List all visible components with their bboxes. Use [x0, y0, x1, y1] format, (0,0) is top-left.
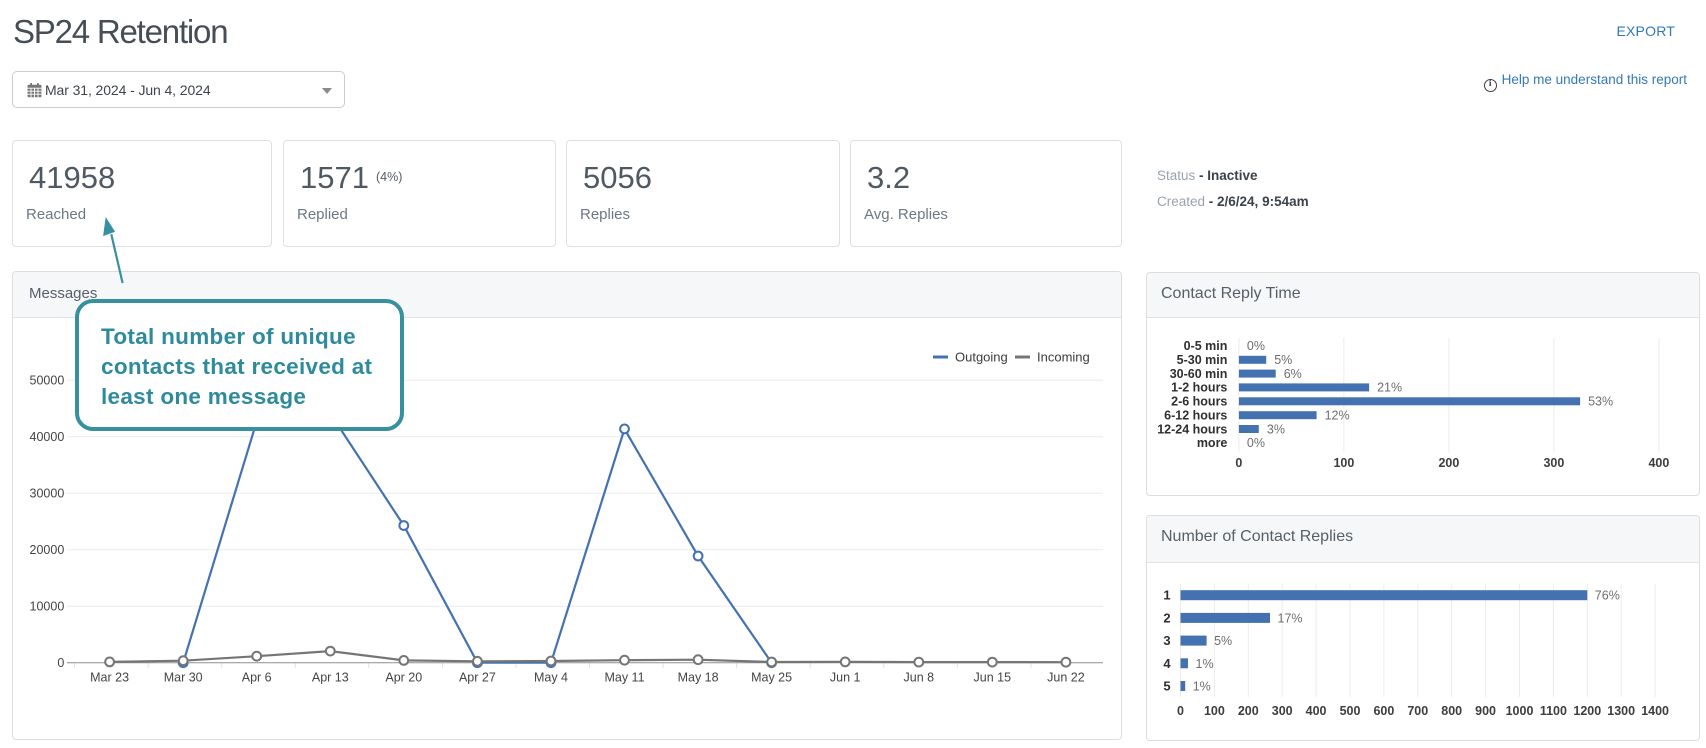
svg-text:21%: 21%: [1377, 381, 1402, 395]
svg-text:200: 200: [1438, 456, 1459, 470]
svg-text:May 4: May 4: [534, 671, 568, 685]
svg-text:May 18: May 18: [678, 671, 719, 685]
svg-text:Apr 13: Apr 13: [312, 671, 349, 685]
svg-text:76%: 76%: [1595, 589, 1620, 603]
svg-text:Outgoing: Outgoing: [955, 350, 1008, 365]
svg-text:700: 700: [1407, 704, 1428, 718]
svg-text:40000: 40000: [30, 430, 65, 444]
svg-text:Jun 1: Jun 1: [830, 671, 861, 685]
svg-text:3%: 3%: [1267, 422, 1285, 436]
svg-text:Jun 8: Jun 8: [904, 671, 935, 685]
svg-text:12%: 12%: [1325, 409, 1350, 423]
svg-text:1300: 1300: [1607, 704, 1635, 718]
svg-text:400: 400: [1306, 704, 1327, 718]
svg-text:Mar 23: Mar 23: [90, 671, 129, 685]
svg-text:0-5 min: 0-5 min: [1184, 339, 1228, 353]
svg-text:1100: 1100: [1540, 704, 1567, 718]
svg-text:5%: 5%: [1274, 353, 1292, 367]
svg-text:400: 400: [1648, 456, 1669, 470]
svg-text:5-30 min: 5-30 min: [1177, 353, 1228, 367]
svg-text:30000: 30000: [30, 486, 65, 500]
svg-text:600: 600: [1373, 704, 1394, 718]
svg-text:200: 200: [1238, 704, 1259, 718]
svg-text:2: 2: [1163, 610, 1170, 625]
svg-text:500: 500: [1340, 704, 1361, 718]
svg-text:50000: 50000: [30, 373, 65, 387]
svg-text:20000: 20000: [30, 543, 65, 557]
svg-text:Mar 30: Mar 30: [164, 671, 203, 685]
svg-text:10000: 10000: [30, 599, 65, 613]
svg-text:Jun 15: Jun 15: [974, 671, 1012, 685]
svg-text:1000: 1000: [1506, 704, 1534, 718]
svg-text:17%: 17%: [1278, 611, 1303, 625]
svg-text:May 11: May 11: [604, 671, 644, 685]
svg-text:more: more: [1197, 436, 1228, 450]
svg-text:100: 100: [1204, 704, 1225, 718]
svg-text:1: 1: [1163, 588, 1170, 603]
svg-text:Jun 22: Jun 22: [1047, 671, 1085, 685]
svg-text:0: 0: [1177, 704, 1184, 718]
svg-text:12-24 hours: 12-24 hours: [1157, 422, 1227, 436]
svg-text:1%: 1%: [1193, 680, 1211, 694]
svg-text:1200: 1200: [1573, 704, 1601, 718]
svg-text:0%: 0%: [1247, 339, 1265, 353]
svg-text:300: 300: [1272, 704, 1293, 718]
svg-text:1400: 1400: [1641, 704, 1669, 718]
svg-text:May 25: May 25: [751, 671, 792, 685]
svg-text:53%: 53%: [1588, 395, 1613, 409]
svg-text:4: 4: [1163, 656, 1171, 671]
svg-text:2-6 hours: 2-6 hours: [1171, 395, 1227, 409]
svg-text:1-2 hours: 1-2 hours: [1171, 381, 1227, 395]
svg-text:Apr 20: Apr 20: [385, 671, 422, 685]
svg-text:3: 3: [1163, 633, 1170, 648]
svg-text:1%: 1%: [1196, 657, 1214, 671]
svg-text:Apr 6: Apr 6: [242, 671, 272, 685]
svg-text:Apr 27: Apr 27: [459, 671, 496, 685]
svg-text:5: 5: [1163, 679, 1170, 694]
svg-text:0: 0: [57, 656, 64, 670]
svg-text:0: 0: [1235, 456, 1242, 470]
svg-text:6%: 6%: [1284, 367, 1302, 381]
svg-text:Incoming: Incoming: [1037, 350, 1090, 365]
svg-text:0%: 0%: [1247, 436, 1265, 450]
svg-text:300: 300: [1543, 456, 1564, 470]
svg-text:800: 800: [1441, 704, 1462, 718]
svg-text:100: 100: [1333, 456, 1354, 470]
svg-text:30-60 min: 30-60 min: [1170, 367, 1228, 381]
svg-text:900: 900: [1475, 704, 1496, 718]
svg-text:6-12 hours: 6-12 hours: [1164, 409, 1227, 423]
svg-text:5%: 5%: [1214, 634, 1232, 648]
